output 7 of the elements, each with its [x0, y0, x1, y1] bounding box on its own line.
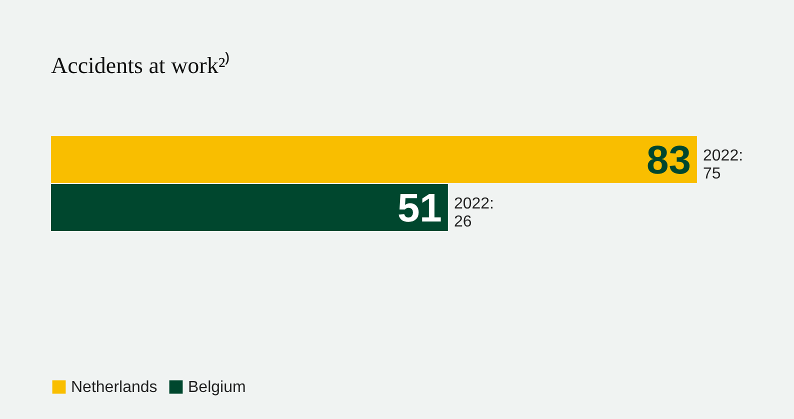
- legend-label: Belgium: [188, 379, 246, 396]
- data-label: 51: [397, 186, 442, 230]
- chart-title: Accidents at work²⁾: [51, 52, 230, 78]
- legend-label: Netherlands: [71, 379, 158, 396]
- text: 2022: 75: [703, 148, 744, 183]
- data-label: 83: [646, 138, 691, 183]
- annotation: 2022: 26: [454, 195, 494, 230]
